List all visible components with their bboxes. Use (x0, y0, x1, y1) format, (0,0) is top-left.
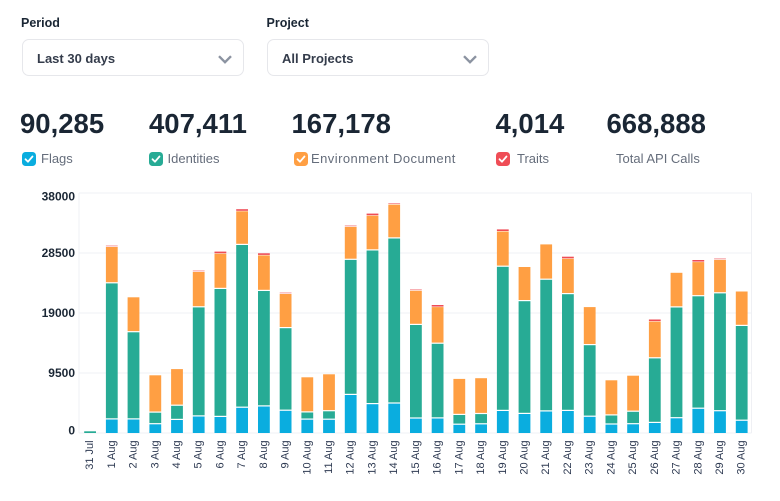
svg-text:12 Aug: 12 Aug (345, 440, 357, 474)
svg-text:5 Aug: 5 Aug (193, 440, 205, 468)
svg-text:24 Aug: 24 Aug (605, 440, 617, 474)
svg-text:10 Aug: 10 Aug (301, 440, 313, 474)
svg-text:6 Aug: 6 Aug (214, 440, 226, 468)
svg-text:28500: 28500 (42, 246, 76, 260)
svg-text:11 Aug: 11 Aug (323, 440, 335, 473)
svg-text:3 Aug: 3 Aug (149, 440, 161, 468)
svg-text:8 Aug: 8 Aug (258, 440, 270, 468)
svg-text:7 Aug: 7 Aug (236, 440, 248, 468)
svg-text:15 Aug: 15 Aug (410, 440, 422, 474)
svg-text:17 Aug: 17 Aug (453, 440, 465, 474)
svg-text:23 Aug: 23 Aug (584, 440, 596, 474)
svg-text:31 Jul: 31 Jul (84, 440, 96, 469)
svg-text:27 Aug: 27 Aug (671, 440, 683, 474)
svg-text:4 Aug: 4 Aug (171, 440, 183, 468)
svg-text:25 Aug: 25 Aug (627, 440, 639, 474)
svg-text:0: 0 (68, 424, 75, 438)
svg-text:29 Aug: 29 Aug (714, 440, 726, 474)
svg-text:28 Aug: 28 Aug (692, 440, 704, 474)
svg-text:20 Aug: 20 Aug (519, 440, 531, 474)
svg-text:16 Aug: 16 Aug (432, 440, 444, 474)
svg-text:2 Aug: 2 Aug (128, 440, 140, 468)
svg-text:1 Aug: 1 Aug (106, 440, 118, 468)
svg-text:21 Aug: 21 Aug (540, 440, 552, 474)
svg-text:30 Aug: 30 Aug (736, 440, 748, 474)
svg-text:18 Aug: 18 Aug (475, 440, 487, 474)
svg-text:13 Aug: 13 Aug (367, 440, 379, 474)
svg-text:19000: 19000 (42, 306, 76, 320)
svg-text:19 Aug: 19 Aug (497, 440, 509, 474)
svg-text:14 Aug: 14 Aug (388, 440, 400, 474)
svg-text:22 Aug: 22 Aug (562, 440, 574, 474)
svg-text:26 Aug: 26 Aug (649, 440, 661, 474)
svg-text:38000: 38000 (42, 189, 76, 203)
svg-text:9 Aug: 9 Aug (280, 440, 292, 468)
svg-text:9500: 9500 (48, 366, 75, 380)
